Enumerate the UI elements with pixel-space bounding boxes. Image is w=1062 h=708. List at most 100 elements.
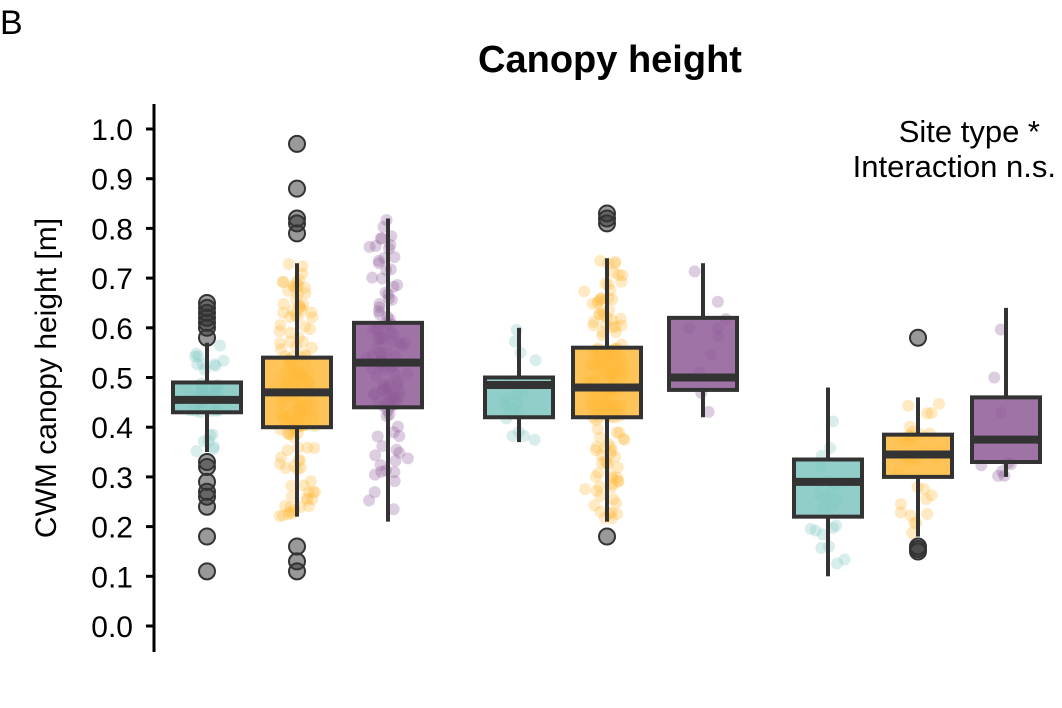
jitter-point <box>276 276 289 289</box>
annotation-line-1: Site type * <box>899 114 1040 149</box>
jitter-point <box>296 267 309 280</box>
jitter-point <box>614 312 627 325</box>
jitter-point <box>618 433 631 446</box>
jitter-point <box>274 319 287 332</box>
jitter-point <box>610 497 623 510</box>
jitter-point <box>616 269 629 282</box>
jitter-point <box>609 450 622 463</box>
box-iqr <box>571 345 643 420</box>
jitter-point <box>612 475 625 488</box>
jitter-point <box>190 347 203 360</box>
jitter-point <box>298 320 311 333</box>
jitter-point <box>208 358 221 371</box>
jitter-point <box>304 322 317 335</box>
jitter-point <box>371 430 384 443</box>
jitter-point <box>606 314 619 327</box>
jitter-point <box>903 420 916 433</box>
outlier-point <box>198 457 216 476</box>
y-tick-label: 0.5 <box>91 363 133 396</box>
outlier-point <box>288 224 306 243</box>
jitter-point <box>299 281 312 294</box>
jitter-point <box>688 265 701 278</box>
jitter-point <box>273 509 286 522</box>
jitter-point <box>277 306 290 319</box>
jitter-point <box>274 457 287 470</box>
jitter-point <box>374 232 387 245</box>
jitter-point <box>388 466 401 479</box>
jitter-point <box>815 541 828 554</box>
jitter-point <box>594 431 607 444</box>
jitter-point <box>609 320 622 333</box>
jitter-point <box>285 479 298 492</box>
outlier-point <box>288 562 306 581</box>
jitter-point <box>594 254 607 267</box>
jitter-point <box>589 444 602 457</box>
jitter-point <box>387 503 400 516</box>
jitter-point <box>372 305 385 318</box>
jitter-point <box>831 557 844 570</box>
jitter-point <box>273 337 286 350</box>
jitter-point <box>702 405 715 418</box>
jitter-point <box>528 433 541 446</box>
jitter-point <box>207 440 220 453</box>
jitter-point <box>366 271 379 284</box>
jitter-point <box>894 498 907 511</box>
outlier-point <box>198 328 216 347</box>
jitter-point <box>190 445 203 458</box>
outlier-point <box>198 497 216 516</box>
jitter-point <box>902 399 915 412</box>
jitter-point <box>594 490 607 503</box>
jitter-point <box>608 257 621 270</box>
jitter-point <box>615 275 628 288</box>
jitter-point <box>369 240 382 253</box>
jitter-point <box>300 492 313 505</box>
jitter-point <box>299 287 312 300</box>
jitter-point <box>607 493 620 506</box>
jitter-point <box>578 285 591 298</box>
jitter-point <box>988 371 1001 384</box>
jitter-point <box>804 522 817 535</box>
jitter-point <box>594 293 607 306</box>
jitter-point <box>925 489 938 502</box>
jitter-point <box>594 293 607 306</box>
jitter-point <box>304 475 317 488</box>
y-tick-label: 0.0 <box>91 611 133 644</box>
jitter-point <box>595 449 608 462</box>
jitter-point <box>375 465 388 478</box>
jitter-point <box>282 258 295 271</box>
jitter-point <box>590 440 603 453</box>
jitter-point <box>593 480 606 493</box>
jitter-point <box>373 301 386 314</box>
jitter-point <box>284 335 297 348</box>
jitter-point <box>606 293 619 306</box>
jitter-point <box>606 321 619 334</box>
jitter-point <box>595 456 608 469</box>
jitter-point <box>368 468 381 481</box>
jitter-point <box>609 326 622 339</box>
outlier-point <box>288 134 306 153</box>
jitter-point <box>307 486 320 499</box>
jitter-point <box>275 343 288 356</box>
jitter-point <box>591 297 604 310</box>
jitter-point <box>308 486 321 499</box>
y-axis-label: CWM canopy height [m] <box>30 218 63 538</box>
jitter-point <box>809 524 822 537</box>
jitter-point <box>592 295 605 308</box>
jitter-point <box>301 441 314 454</box>
jitter-point <box>297 298 310 311</box>
jitter-point <box>590 484 603 497</box>
jitter-point <box>606 478 619 491</box>
jitter-point <box>209 359 222 372</box>
jitter-point <box>189 350 202 363</box>
jitter-point <box>283 311 296 324</box>
jitter-point <box>363 240 376 253</box>
boxes <box>171 134 1042 581</box>
jitter-point <box>612 268 625 281</box>
jitter-point <box>284 428 297 441</box>
jitter-point <box>994 323 1007 336</box>
jitter-point <box>296 335 309 348</box>
jitter-point <box>305 306 318 319</box>
jitter-point <box>206 428 219 441</box>
jitter-point <box>906 526 919 539</box>
